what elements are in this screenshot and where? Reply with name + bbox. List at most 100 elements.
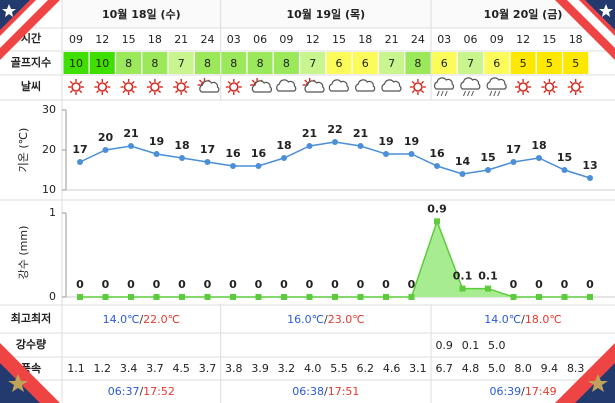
corner-triangle <box>585 0 615 30</box>
data-label: 21 <box>353 127 368 140</box>
golf-index: 7 <box>388 57 395 70</box>
golf-index: 8 <box>283 57 290 70</box>
sun-disc <box>544 82 555 92</box>
golf-cell <box>195 52 220 74</box>
golf-index: 6 <box>441 57 448 70</box>
sunset: 17:51 <box>328 385 360 398</box>
sun-ray <box>175 80 179 84</box>
precip-marker <box>306 294 313 300</box>
sun-ray <box>516 80 521 84</box>
wind-speed: 6.2 <box>357 362 375 375</box>
precip-marker <box>332 294 338 300</box>
golf-cell <box>221 52 247 74</box>
min-max: 14.0℃/22.0℃ <box>103 313 180 326</box>
data-label: 0 <box>76 278 84 291</box>
max-temp: 18.0℃ <box>525 313 562 326</box>
wind-speed: 3.7 <box>199 362 217 375</box>
data-label: 0 <box>382 278 390 291</box>
data-label: 0 <box>535 278 543 291</box>
separator: / <box>324 385 328 398</box>
cloud-icon <box>328 79 349 92</box>
separator: / <box>139 313 143 326</box>
data-label: 21 <box>123 127 138 140</box>
sun-disc <box>570 82 581 92</box>
precip-marker <box>434 218 440 225</box>
time-label: 06 <box>253 33 267 46</box>
time-label: 24 <box>411 33 425 46</box>
data-label: 0 <box>255 278 263 291</box>
precip-marker <box>230 294 236 300</box>
corner-stripes <box>0 0 48 48</box>
sun-disc <box>150 82 160 92</box>
y-tick-label: 0 <box>49 290 56 303</box>
golf-cell <box>168 52 194 74</box>
sun-disc <box>97 82 108 92</box>
golf-cell <box>89 52 115 74</box>
golf-index: 6 <box>336 57 343 70</box>
sun-ray <box>157 80 162 84</box>
precip-marker <box>485 285 491 292</box>
time-label: 09 <box>69 33 83 46</box>
time-label: 18 <box>569 33 583 46</box>
corner-triangle <box>0 0 30 30</box>
rain-drop <box>467 90 470 97</box>
separator: / <box>521 313 525 326</box>
time-label: 21 <box>174 33 188 46</box>
sunrise: 06:39 <box>489 385 521 398</box>
sun-ray <box>184 90 188 94</box>
sun-ray <box>251 79 255 83</box>
time-label: 09 <box>279 33 293 46</box>
row-label: 시간 <box>21 31 41 45</box>
precip-marker <box>536 294 542 300</box>
rain-drop <box>436 90 440 97</box>
temp-marker <box>77 159 83 165</box>
data-label: 0 <box>153 278 161 291</box>
golf-index: 6 <box>362 57 369 70</box>
cloud-icon <box>276 79 297 92</box>
star <box>2 4 16 17</box>
sun-ray <box>516 90 521 94</box>
data-label: 0.1 <box>453 270 473 283</box>
time-label: 21 <box>385 33 399 46</box>
sun-ray <box>578 80 582 84</box>
cloud-icon <box>381 79 402 92</box>
min-max: 16.0℃/23.0℃ <box>287 313 364 326</box>
golf-cell <box>379 52 405 74</box>
data-label: 13 <box>582 159 597 172</box>
data-label: 0.9 <box>427 202 447 215</box>
data-label: 0 <box>331 278 339 291</box>
sun-ray <box>526 80 530 84</box>
sun-ray <box>105 90 109 94</box>
data-label: 0 <box>102 278 110 291</box>
sun-icon <box>146 79 163 95</box>
rain-drop <box>440 90 444 97</box>
sun-ray <box>420 90 425 94</box>
y-tick-label: 10 <box>42 183 56 196</box>
data-label: 17 <box>72 143 87 156</box>
sun-disc <box>413 82 423 92</box>
temp-marker <box>408 151 415 157</box>
y-axis-label: 기온 (℃) <box>17 128 30 173</box>
sun-ray <box>411 90 415 94</box>
sun-ray <box>199 79 203 83</box>
time-label: 15 <box>542 33 556 46</box>
day-header: 10월 19일 (목) <box>286 7 365 21</box>
rain-drop <box>444 90 448 97</box>
sun-ray <box>526 90 530 94</box>
separator: / <box>139 385 143 398</box>
sun-ray <box>236 90 240 94</box>
precip-marker <box>561 294 568 300</box>
wind-speed: 3.7 <box>146 362 164 375</box>
rain-drop <box>497 90 501 97</box>
golf-cell <box>116 52 142 74</box>
temp-marker <box>510 159 517 165</box>
temp-marker <box>536 155 542 161</box>
golf-index: 5 <box>546 57 553 70</box>
sunrise: 06:37 <box>108 385 140 398</box>
data-label: 0 <box>178 278 186 291</box>
temp-marker <box>332 139 338 145</box>
day-header: 10월 18일 (수) <box>102 7 181 21</box>
data-label: 22 <box>327 123 342 136</box>
golf-index: 7 <box>178 57 185 70</box>
